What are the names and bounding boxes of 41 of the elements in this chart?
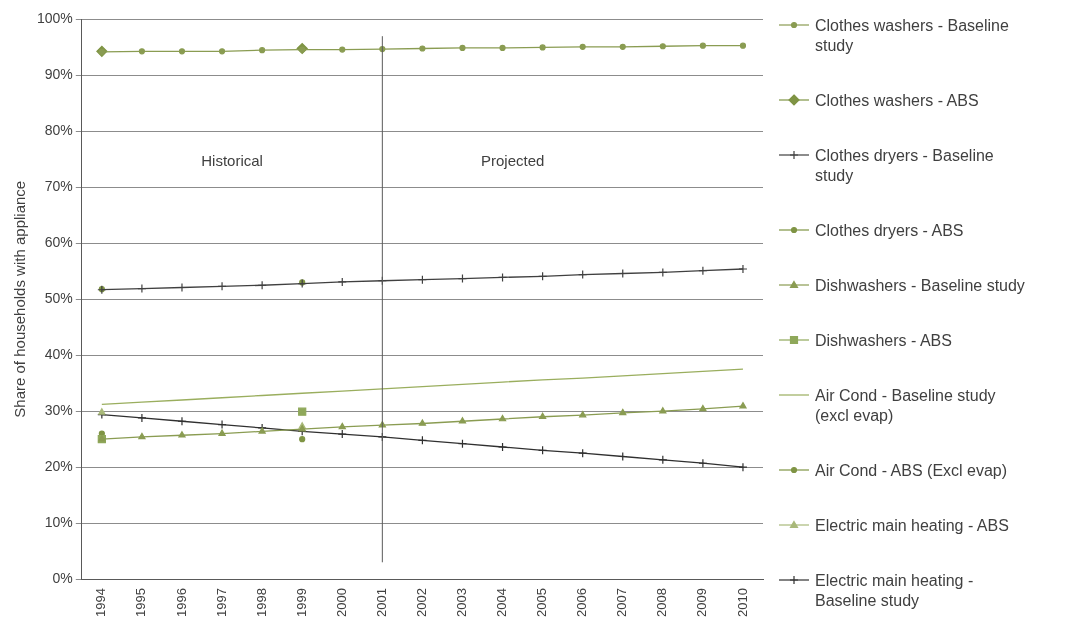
x-tick-label: 2002	[413, 588, 429, 617]
x-tick-label: 1997	[213, 588, 229, 617]
x-tick-label: 2000	[333, 588, 349, 617]
y-tick-label: 100%	[36, 10, 73, 27]
x-tick-label: 2006	[574, 588, 590, 617]
x-tick-label: 2004	[494, 588, 510, 617]
annotation: Projected	[480, 152, 545, 170]
y-axis-title: Share of households with appliance	[11, 180, 29, 418]
x-tick-label: 2003	[454, 588, 470, 617]
legend-label: Dishwashers - Baseline study	[815, 276, 1025, 296]
y-tick-label: 50%	[44, 290, 73, 307]
legend-label: Clothes dryers - ABS	[815, 221, 965, 241]
y-tick-label: 30%	[44, 402, 73, 419]
legend-label: Air Cond - Baseline study (excl evap)	[815, 386, 997, 426]
legend-label: Clothes washers - ABS	[815, 91, 980, 111]
y-tick-label: 40%	[44, 346, 73, 363]
legend-label: Clothes washers - Baseline study	[815, 16, 1010, 56]
x-tick-label: 2010	[734, 588, 750, 617]
legend-label: Air Cond - ABS (Excl evap)	[815, 461, 1009, 481]
legend-label: Electric main heating - Baseline study	[815, 571, 975, 611]
legend-label: Clothes dryers - Baseline study	[815, 146, 995, 186]
legend-label: Dishwashers - ABS	[815, 331, 953, 351]
legend-label: Electric main heating - ABS	[815, 516, 1010, 536]
y-tick-label: 80%	[44, 122, 73, 139]
y-tick-label: 20%	[44, 458, 73, 474]
x-tick-label: 2007	[614, 588, 630, 617]
x-tick-label: 2008	[654, 588, 670, 617]
x-tick-label: 2001	[373, 588, 389, 617]
y-tick-label: 60%	[44, 234, 73, 251]
x-tick-label: 1995	[133, 588, 149, 617]
x-tick-label: 1994	[93, 588, 109, 617]
annotation: Historical	[201, 152, 263, 170]
y-tick-label: 70%	[44, 178, 73, 195]
y-tick-label: 10%	[44, 513, 73, 530]
x-tick-label: 2005	[534, 588, 550, 617]
x-tick-label: 1998	[253, 588, 269, 617]
y-tick-label: 90%	[44, 66, 73, 83]
x-tick-label: 1996	[173, 588, 189, 617]
x-tick-label: 1999	[293, 588, 309, 617]
y-tick-label: 0%	[52, 569, 73, 586]
x-tick-label: 2009	[694, 588, 710, 617]
